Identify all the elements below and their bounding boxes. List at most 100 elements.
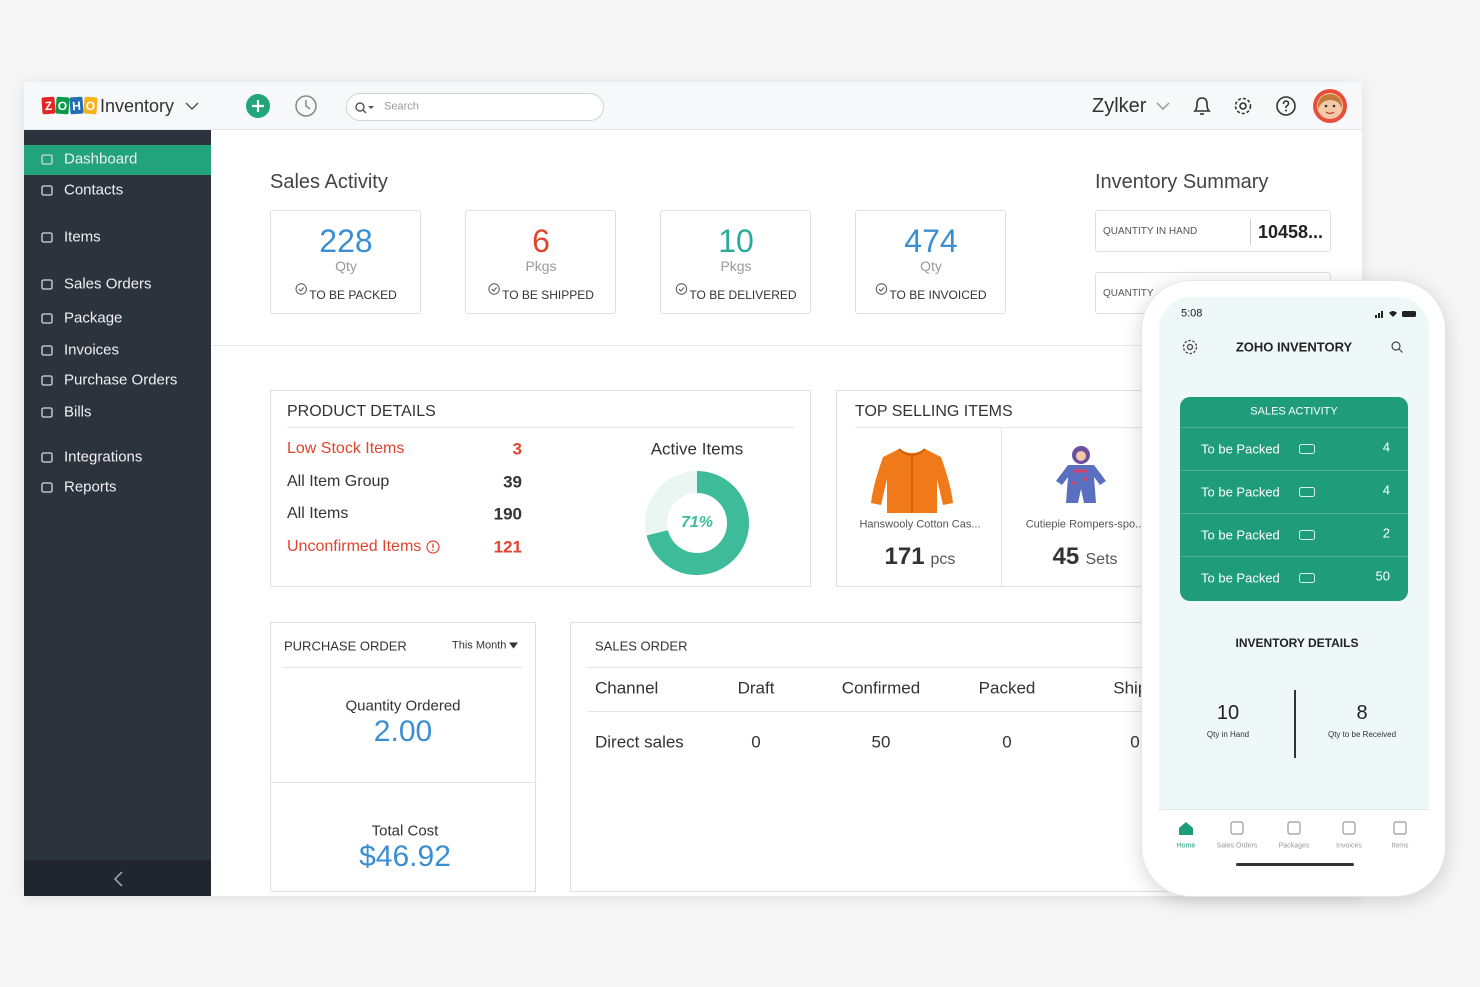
detail-label[interactable]: Low Stock Items xyxy=(287,440,405,457)
logo-letter-box: Z xyxy=(41,96,56,115)
nav-icon[interactable] xyxy=(41,231,53,243)
settings-button[interactable] xyxy=(1233,96,1253,116)
table-cell: 0 xyxy=(1130,732,1140,752)
phone-nav-icon[interactable] xyxy=(1286,821,1302,835)
phone-row-rule xyxy=(1180,427,1408,428)
nav-icon[interactable] xyxy=(41,312,53,324)
phone-nav-icon[interactable] xyxy=(1341,821,1357,835)
logo-letter-box: O xyxy=(83,96,98,115)
activity-label: TO BE PACKED xyxy=(295,283,397,301)
logo-letter-box: O xyxy=(55,96,70,115)
search-box[interactable]: Search xyxy=(346,93,604,121)
help-button[interactable] xyxy=(1276,96,1296,116)
phone-search-icon[interactable] xyxy=(1391,341,1403,353)
summary-value: 10458... xyxy=(1258,222,1324,242)
nav-icon[interactable] xyxy=(41,184,53,196)
nav-item[interactable]: Purchase Orders xyxy=(64,371,178,389)
table-header: Confirmed xyxy=(841,678,921,698)
activity-label: TO BE DELIVERED xyxy=(675,283,797,301)
nav-item[interactable]: Sales Orders xyxy=(64,275,152,293)
phone-detail-value: 10 xyxy=(1216,702,1240,724)
search-placeholder[interactable]: Search xyxy=(384,100,419,113)
phone-nav-label[interactable]: Items xyxy=(1391,842,1409,850)
phone-nav-label[interactable]: Packages xyxy=(1278,842,1310,850)
detail-label[interactable]: All Item Group xyxy=(287,472,390,490)
phone-card-title: SALES ACTIVITY xyxy=(1250,405,1338,418)
phone-detail-label: Qty to be Received xyxy=(1327,730,1397,739)
active-nav-highlight xyxy=(24,145,211,175)
panel-title-rule xyxy=(284,667,523,668)
activity-card[interactable]: 474 Qty TO BE INVOICED xyxy=(855,210,1006,314)
phone-mockup: 5:08 ZOHO INVENTORY SALES ACTIVITY To be Pa… xyxy=(1141,280,1446,897)
detail-value: 3 xyxy=(512,439,522,459)
phone-nav-label[interactable]: Home xyxy=(1176,842,1196,850)
nav-item[interactable]: Integrations xyxy=(64,448,143,466)
phone-row-rule xyxy=(1180,513,1408,514)
sidebar-collapse-bar[interactable] xyxy=(24,860,211,896)
phone-nav-icon[interactable] xyxy=(1229,821,1245,835)
activity-card[interactable]: 228 Qty TO BE PACKED xyxy=(270,210,421,314)
nav-icon[interactable] xyxy=(41,451,53,463)
qty-label: Quantity Ordered xyxy=(345,697,461,715)
history-button[interactable] xyxy=(294,94,318,118)
nav-icon[interactable] xyxy=(41,153,53,165)
activity-card[interactable]: 6 Pkgs TO BE SHIPPED xyxy=(465,210,616,314)
activity-card[interactable]: 10 Pkgs TO BE DELIVERED xyxy=(660,210,811,314)
nav-icon[interactable] xyxy=(41,481,53,493)
phone-activity-label[interactable]: To be Packed xyxy=(1201,570,1280,586)
org-caret[interactable] xyxy=(1156,102,1170,111)
phone-activity-label[interactable]: To be Packed xyxy=(1201,484,1280,500)
phone-status-icons xyxy=(1375,311,1416,318)
phone-activity-card: SALES ACTIVITY To be Packed 4 To be Packed 4… xyxy=(1180,397,1408,601)
panel-title: SALES ORDER xyxy=(595,638,688,654)
period-caret xyxy=(509,642,518,649)
new-button[interactable] xyxy=(246,94,270,118)
section-separator xyxy=(212,345,1362,346)
donut-label: 71% xyxy=(680,514,714,531)
summary-label: QUANTITY IN HAND xyxy=(1103,226,1198,237)
nav-item[interactable]: Invoices xyxy=(64,341,120,359)
activity-value: 228 xyxy=(319,223,373,259)
phone-nav-label[interactable]: Sales Orders xyxy=(1216,842,1258,850)
phone-activity-label[interactable]: To be Packed xyxy=(1201,441,1280,457)
notifications-button[interactable] xyxy=(1192,95,1212,117)
nav-item[interactable]: Items xyxy=(64,228,101,246)
nav-item[interactable]: Bills xyxy=(64,403,92,421)
phone-activity-value: 4 xyxy=(1382,482,1390,498)
phone-nav-label[interactable]: Invoices xyxy=(1336,842,1362,850)
item-name[interactable]: Hanswooly Cotton Cas... xyxy=(859,518,981,531)
detail-value: 190 xyxy=(493,504,522,524)
status-icon xyxy=(675,283,688,295)
user-avatar[interactable] xyxy=(1313,89,1347,123)
phone-unit-badge xyxy=(1299,530,1315,540)
nav-item[interactable]: Package xyxy=(64,309,123,327)
item-name[interactable]: Cutiepie Rompers-spo... xyxy=(1025,518,1145,531)
app-menu-caret[interactable] xyxy=(185,102,199,111)
phone-activity-label[interactable]: To be Packed xyxy=(1201,527,1280,543)
activity-label: TO BE INVOICED xyxy=(875,283,987,301)
qty-value: 2.00 xyxy=(373,715,433,748)
phone-nav-icon[interactable] xyxy=(1178,821,1194,835)
nav-icon[interactable] xyxy=(41,374,53,386)
phone-section-title: INVENTORY DETAILS xyxy=(1235,636,1359,650)
panel-title: PURCHASE ORDER xyxy=(284,638,407,654)
activity-unit: Pkgs xyxy=(525,258,557,274)
phone-nav-icon[interactable] xyxy=(1392,821,1408,835)
period-selector[interactable]: This Month xyxy=(452,640,518,652)
phone-detail-value: 8 xyxy=(1356,702,1368,724)
activity-value: 6 xyxy=(532,223,550,259)
phone-settings-icon[interactable] xyxy=(1182,339,1198,355)
detail-label[interactable]: All Items xyxy=(287,505,349,523)
table-header: Draft xyxy=(737,678,775,698)
nav-item[interactable]: Contacts xyxy=(64,181,124,199)
item-image-romper xyxy=(1056,446,1106,503)
nav-icon[interactable] xyxy=(41,344,53,356)
detail-label[interactable]: Unconfirmed Items xyxy=(287,539,440,555)
nav-icon[interactable] xyxy=(41,406,53,418)
nav-item[interactable]: Reports xyxy=(64,478,117,496)
nav-item[interactable]: Dashboard xyxy=(64,150,138,168)
org-name[interactable]: Zylker xyxy=(1092,95,1147,117)
collapse-icon[interactable] xyxy=(113,871,123,887)
nav-icon[interactable] xyxy=(41,278,53,290)
logo-letter: H xyxy=(71,98,82,113)
